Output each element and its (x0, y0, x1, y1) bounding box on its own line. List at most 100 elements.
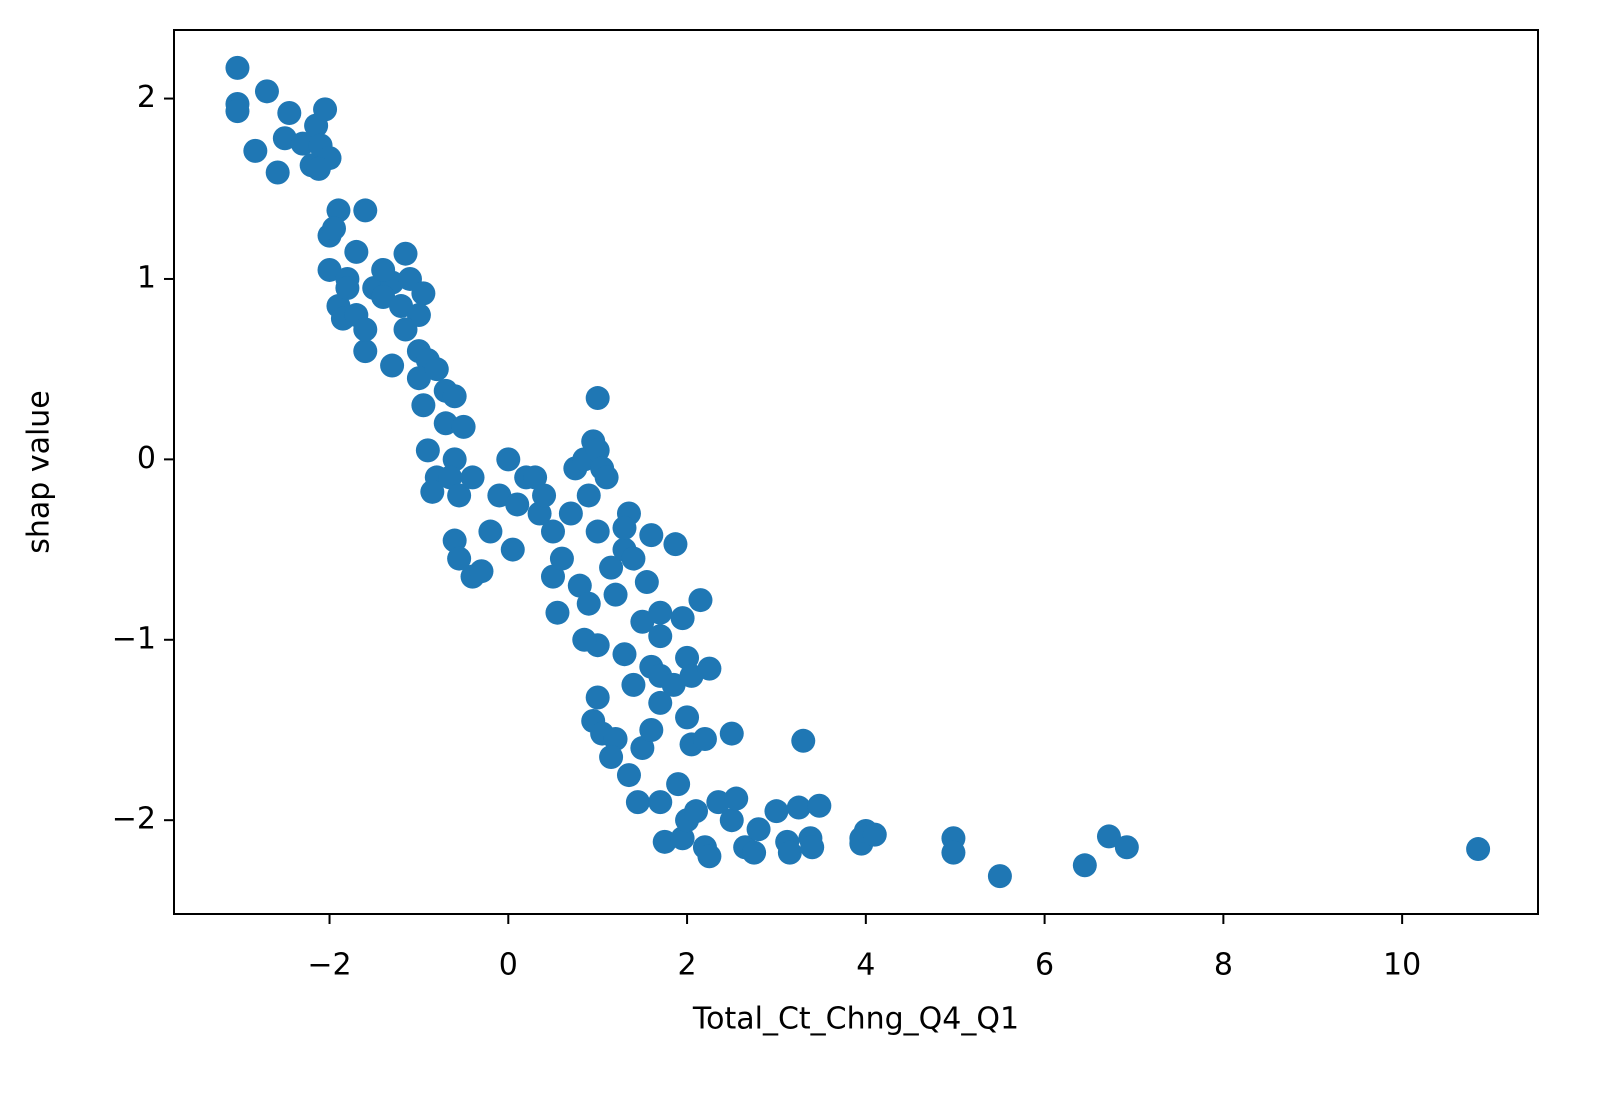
point (670, 606, 695, 631)
point (393, 241, 418, 266)
point (442, 447, 467, 472)
point (500, 537, 525, 562)
point (277, 100, 302, 125)
point (585, 438, 610, 463)
point (603, 582, 628, 607)
point (460, 465, 485, 490)
point (290, 131, 315, 156)
x-tick-label: 4 (856, 948, 875, 983)
point (317, 257, 342, 282)
point (353, 317, 378, 342)
point (406, 366, 431, 391)
point (225, 99, 250, 124)
point (371, 257, 396, 282)
point (987, 864, 1012, 889)
point (335, 275, 360, 300)
x-tick-label: 8 (1214, 948, 1233, 983)
point (442, 384, 467, 409)
x-tick-label: 0 (499, 948, 518, 983)
point (599, 745, 624, 770)
point (411, 393, 436, 418)
point (313, 97, 338, 122)
point (791, 728, 816, 753)
point (742, 840, 767, 865)
point (697, 844, 722, 869)
point (719, 721, 744, 746)
point (621, 546, 646, 571)
point (666, 772, 691, 797)
point (630, 736, 655, 761)
point (675, 645, 700, 670)
point (243, 138, 268, 163)
point (648, 600, 673, 625)
point (599, 555, 624, 580)
y-tick-label: 0 (137, 441, 156, 476)
point (585, 386, 610, 411)
point (684, 799, 709, 824)
point (648, 624, 673, 649)
y-axis-label: shap value (22, 390, 57, 554)
point (344, 239, 369, 264)
x-tick-label: 2 (678, 948, 697, 983)
x-tick-label: −2 (307, 948, 351, 983)
point (527, 501, 552, 526)
point (380, 353, 405, 378)
point (630, 609, 655, 634)
point (621, 672, 646, 697)
point (634, 570, 659, 595)
point (719, 808, 744, 833)
point (540, 564, 565, 589)
point (697, 656, 722, 681)
point (661, 672, 686, 697)
point (639, 523, 664, 548)
point (549, 546, 574, 571)
point (777, 840, 802, 865)
point (447, 483, 472, 508)
point (389, 294, 414, 319)
point (487, 483, 512, 508)
point (724, 786, 749, 811)
point (558, 501, 583, 526)
point (648, 690, 673, 715)
point (415, 438, 440, 463)
point (1096, 824, 1121, 849)
point (652, 829, 677, 854)
point (786, 795, 811, 820)
point (353, 339, 378, 364)
point (411, 281, 436, 306)
y-tick-label: 2 (137, 80, 156, 115)
point (420, 479, 445, 504)
point (532, 483, 557, 508)
point (648, 790, 673, 815)
point (306, 156, 331, 181)
point (567, 573, 592, 598)
point (438, 465, 463, 490)
point (225, 55, 250, 80)
point (576, 591, 601, 616)
point (1072, 853, 1097, 878)
point (625, 790, 650, 815)
point (469, 559, 494, 584)
point (675, 705, 700, 730)
point (451, 414, 476, 439)
point (576, 483, 601, 508)
point (326, 198, 351, 223)
point (670, 826, 695, 851)
y-tick-label: −2 (112, 802, 156, 837)
point (800, 835, 825, 860)
point (941, 840, 966, 865)
point (688, 588, 713, 613)
point (478, 519, 503, 544)
point (862, 822, 887, 847)
point (585, 685, 610, 710)
x-tick-label: 10 (1383, 948, 1421, 983)
point (254, 79, 279, 104)
point (424, 357, 449, 382)
point (603, 727, 628, 752)
plot-frame (173, 29, 1539, 915)
point (545, 600, 570, 625)
point (265, 160, 290, 185)
x-tick-label: 6 (1035, 948, 1054, 983)
